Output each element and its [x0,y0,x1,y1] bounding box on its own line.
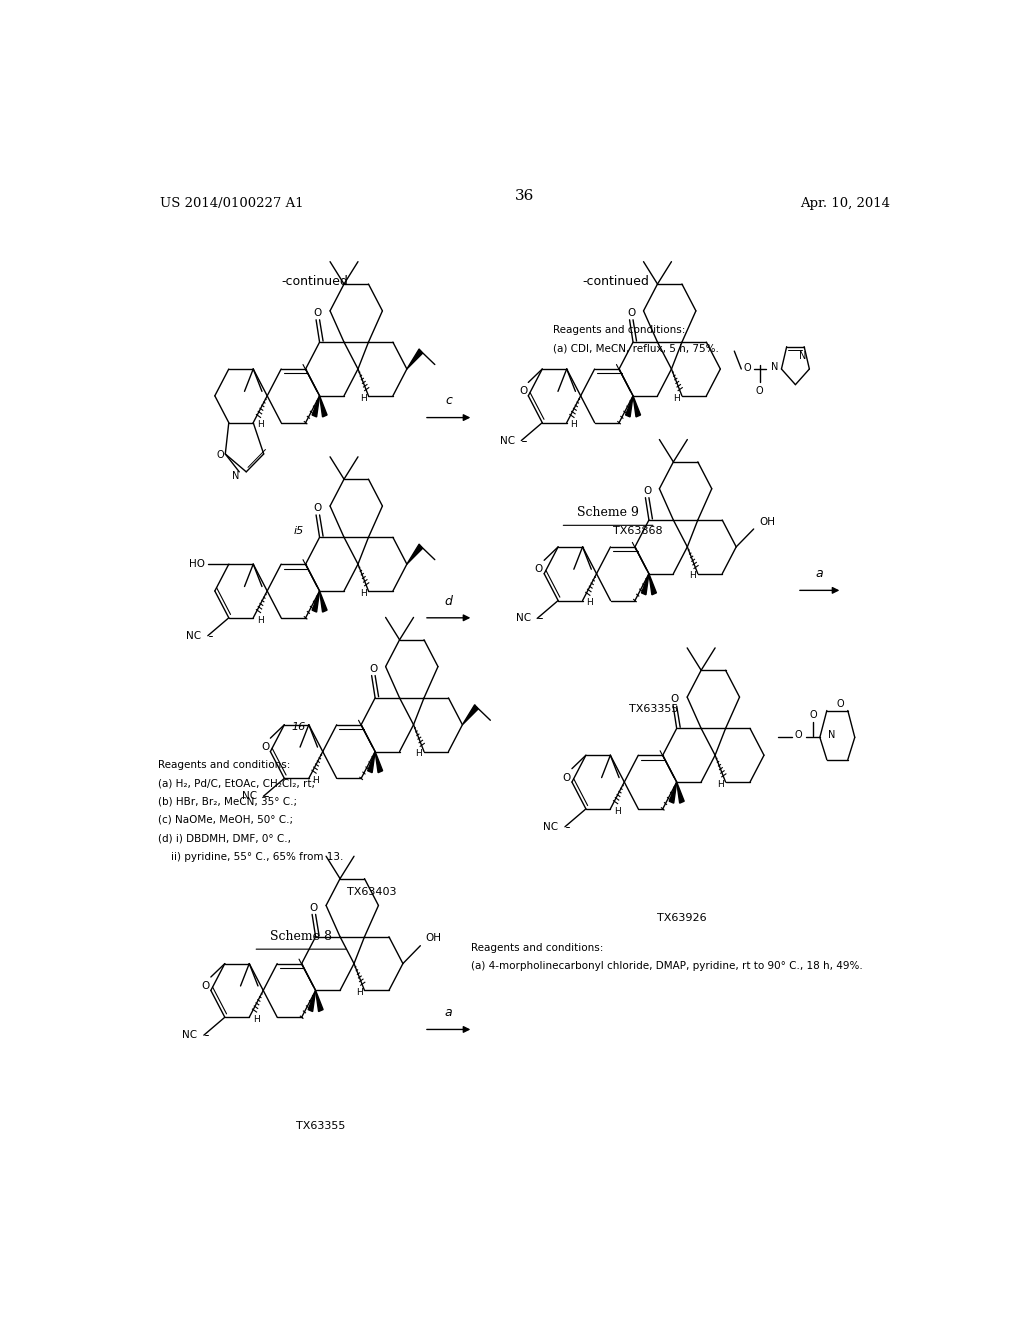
Text: N: N [828,730,836,741]
Text: O: O [795,730,802,741]
Text: Apr. 10, 2014: Apr. 10, 2014 [800,197,890,210]
Text: H: H [614,807,621,816]
Text: H: H [717,780,724,789]
Polygon shape [319,396,327,417]
Text: NC: NC [516,614,530,623]
Polygon shape [368,751,375,772]
Text: H: H [359,393,367,403]
Text: H: H [257,420,263,429]
Text: OH: OH [759,516,775,527]
Text: O: O [261,742,269,752]
Text: (a) CDI, MeCN, reflux, 5 h, 75%.: (a) CDI, MeCN, reflux, 5 h, 75%. [553,343,719,354]
Text: i5: i5 [294,527,304,536]
Polygon shape [670,781,677,803]
Polygon shape [315,990,324,1011]
Text: TX63355: TX63355 [296,1121,345,1131]
Text: 16: 16 [292,722,306,731]
Polygon shape [641,574,649,595]
Text: (a) H₂, Pd/C, EtOAc, CH₂Cl₂, rt;: (a) H₂, Pd/C, EtOAc, CH₂Cl₂, rt; [158,779,315,788]
Text: H: H [674,393,680,403]
Text: O: O [370,664,378,673]
Text: -continued: -continued [583,276,649,289]
Text: O: O [627,308,636,318]
Polygon shape [312,396,319,417]
Polygon shape [463,705,478,725]
Text: (d) i) DBDMH, DMF, 0° C.,: (d) i) DBDMH, DMF, 0° C., [158,833,291,843]
Text: NC: NC [186,631,202,640]
Polygon shape [319,591,327,612]
Text: H: H [257,615,263,624]
Text: H: H [416,750,422,758]
Text: O: O [756,387,764,396]
Text: (b) HBr, Br₂, MeCN, 35° C.;: (b) HBr, Br₂, MeCN, 35° C.; [158,797,297,807]
Text: NC: NC [182,1030,198,1040]
Text: O: O [216,450,224,461]
Text: (a) 4-morpholinecarbonyl chloride, DMAP, pyridine, rt to 90° C., 18 h, 49%.: (a) 4-morpholinecarbonyl chloride, DMAP,… [471,961,862,972]
Text: H: H [253,1015,260,1024]
Text: US 2014/0100227 A1: US 2014/0100227 A1 [160,197,303,210]
Text: HO: HO [189,560,206,569]
Text: TX63868: TX63868 [613,527,664,536]
Text: H: H [689,572,696,581]
Polygon shape [312,591,319,612]
Text: H: H [356,989,362,997]
Text: O: O [535,564,543,574]
Text: O: O [313,308,322,318]
Text: O: O [313,503,322,513]
Text: OH: OH [426,933,441,944]
Text: Scheme 9: Scheme 9 [578,507,639,519]
Polygon shape [633,396,641,417]
Text: a: a [444,1006,453,1019]
Polygon shape [407,348,423,370]
Text: (c) NaOMe, MeOH, 50° C.;: (c) NaOMe, MeOH, 50° C.; [158,814,293,825]
Text: Reagents and conditions:: Reagents and conditions: [553,325,685,335]
Text: O: O [671,694,679,705]
Text: NC: NC [544,822,558,832]
Text: d: d [444,594,453,607]
Text: TX63355: TX63355 [630,705,679,714]
Text: TX63926: TX63926 [657,912,707,923]
Text: Reagents and conditions:: Reagents and conditions: [158,760,291,770]
Text: H: H [570,420,578,429]
Polygon shape [375,751,383,772]
Text: H: H [359,589,367,598]
Text: O: O [643,486,651,496]
Text: c: c [445,395,452,408]
Text: -continued: -continued [281,276,348,289]
Text: Scheme 8: Scheme 8 [270,931,332,942]
Text: H: H [312,776,319,785]
Text: N: N [799,351,806,360]
Text: O: O [837,698,845,709]
Text: H: H [586,598,593,607]
Text: O: O [743,363,752,372]
Text: NC: NC [242,791,257,801]
Text: O: O [309,903,318,912]
Text: O: O [202,981,210,991]
Polygon shape [308,990,315,1011]
Text: O: O [562,772,570,783]
Polygon shape [407,544,423,564]
Polygon shape [649,574,656,595]
Text: TX63403: TX63403 [347,887,396,896]
Polygon shape [626,396,633,417]
Text: ii) pyridine, 55° C., 65% from 13.: ii) pyridine, 55° C., 65% from 13. [158,851,343,862]
Text: O: O [519,387,527,396]
Text: O: O [809,710,817,719]
Text: N: N [232,470,240,480]
Text: Reagents and conditions:: Reagents and conditions: [471,942,603,953]
Polygon shape [677,781,684,803]
Text: 36: 36 [515,189,535,203]
Text: N: N [771,362,778,372]
Text: a: a [816,568,823,581]
Text: NC: NC [500,436,515,446]
